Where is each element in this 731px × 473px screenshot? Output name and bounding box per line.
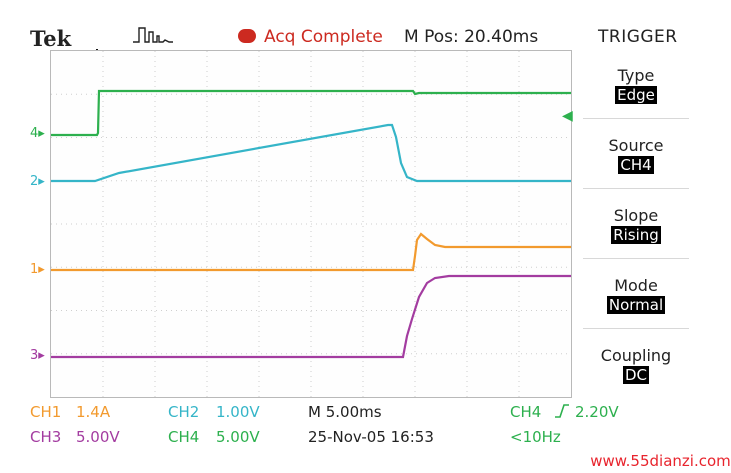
menu-divider [583, 328, 689, 329]
menu-slope-label: Slope [613, 206, 659, 225]
acquire-mode-icon [133, 27, 173, 43]
trigger-level-icon[interactable]: ◀ [562, 108, 573, 124]
menu-type-label: Type [617, 66, 655, 85]
menu-coupling-value: DC [622, 366, 650, 384]
ch1-label: CH1 [30, 403, 62, 421]
graticule [51, 51, 571, 397]
ch3-label: CH3 [30, 428, 62, 446]
ch2-trace [51, 123, 571, 183]
watermark: www.55dianzi.com [590, 450, 731, 473]
menu-divider [583, 118, 689, 119]
trigger-menu: Type Edge Source CH4 Slope Rising Mode N… [583, 55, 689, 395]
trigger-source: CH4 [510, 403, 542, 421]
menu-divider [583, 188, 689, 189]
ch2-marker[interactable]: 2▸ [30, 174, 45, 189]
rising-edge-icon [555, 404, 569, 418]
horizontal-position: M Pos: 20.40ms [404, 27, 539, 47]
date-time: 25-Nov-05 16:53 [308, 428, 434, 446]
menu-title: TRIGGER [598, 27, 678, 47]
status-header: Tek Acq Complete M Pos: 20.40ms TRIGGER [0, 0, 731, 51]
timebase: M 5.00ms [308, 403, 382, 421]
brand-logo: Tek [30, 26, 72, 51]
menu-divider [583, 258, 689, 259]
menu-type[interactable]: Type Edge [583, 66, 689, 104]
ch4-trace [51, 89, 571, 137]
menu-mode-value: Normal [606, 296, 666, 314]
menu-mode[interactable]: Mode Normal [583, 276, 689, 314]
waveform-plot [51, 51, 571, 397]
trigger-level: 2.20V [575, 403, 619, 421]
ch4-label: CH4 [168, 428, 200, 446]
ch4-scale: 5.00V [216, 428, 260, 446]
acq-status-text: Acq Complete [264, 27, 383, 47]
ch3-trace [51, 274, 571, 359]
ch2-label: CH2 [168, 403, 200, 421]
ch3-scale: 5.00V [76, 428, 120, 446]
trigger-frequency: <10Hz [510, 428, 561, 446]
menu-source-label: Source [608, 136, 664, 155]
ch3-marker[interactable]: 3▸ [30, 348, 45, 363]
menu-mode-label: Mode [614, 276, 658, 295]
ch4-marker[interactable]: 4▸ [30, 126, 45, 141]
menu-type-value: Edge [615, 86, 657, 104]
ch1-trace [51, 232, 571, 272]
menu-coupling-label: Coupling [600, 346, 672, 365]
menu-coupling[interactable]: Coupling DC [583, 346, 689, 384]
menu-slope-value: Rising [611, 226, 661, 244]
waveform-display [50, 50, 572, 398]
ch1-scale: 1.4A [76, 403, 111, 421]
menu-source-value: CH4 [618, 156, 654, 174]
menu-source[interactable]: Source CH4 [583, 136, 689, 174]
acq-status-icon [238, 29, 256, 43]
menu-slope[interactable]: Slope Rising [583, 206, 689, 244]
ch2-scale: 1.00V [216, 403, 260, 421]
ch1-marker[interactable]: 1▸ [30, 262, 45, 277]
